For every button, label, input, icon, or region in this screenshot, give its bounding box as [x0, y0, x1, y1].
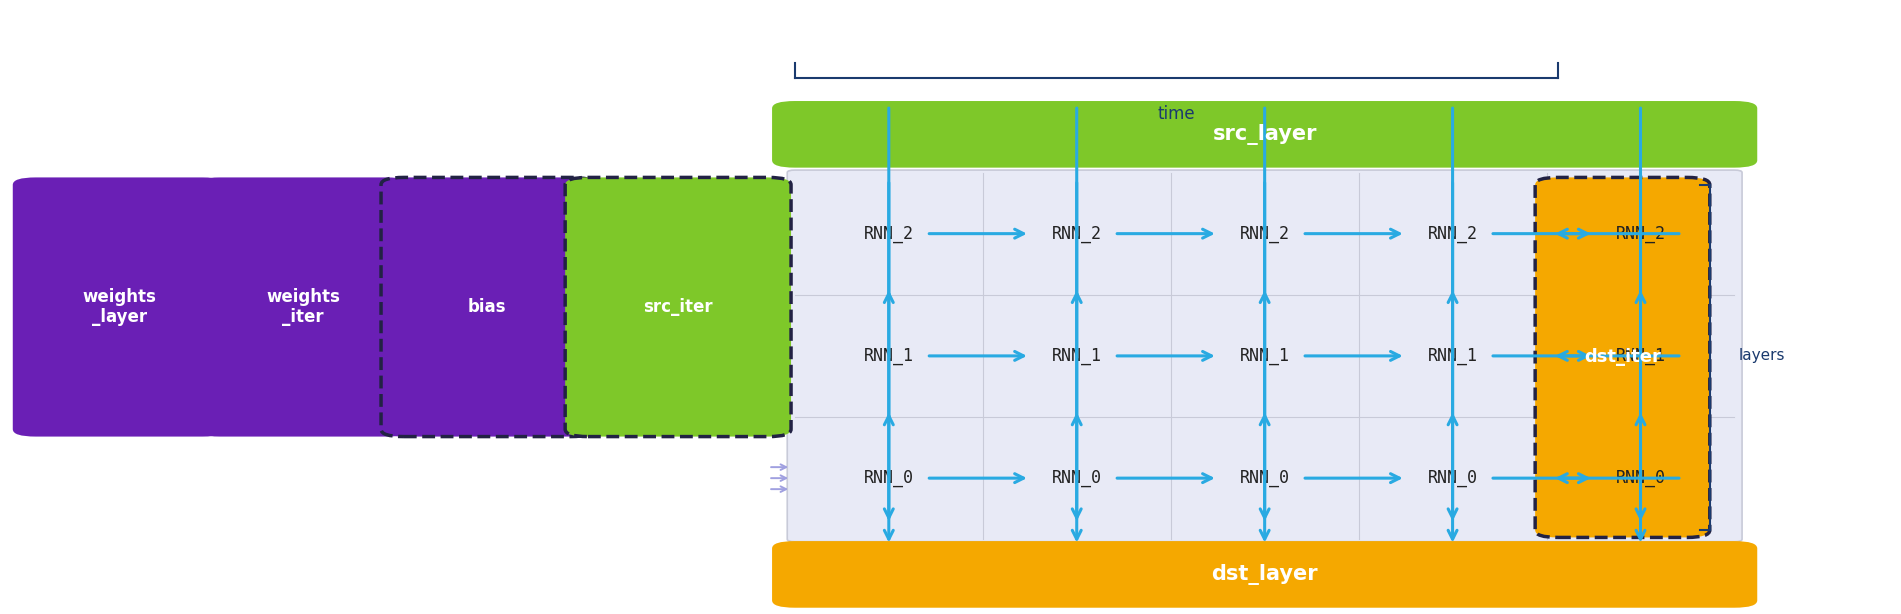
FancyBboxPatch shape [772, 101, 1757, 168]
FancyBboxPatch shape [198, 177, 409, 437]
Text: RNN_2: RNN_2 [863, 225, 914, 243]
Text: RNN_2: RNN_2 [1239, 225, 1289, 243]
Text: src_iter: src_iter [643, 298, 713, 316]
FancyBboxPatch shape [380, 177, 593, 437]
Text: RNN_0: RNN_0 [1239, 469, 1289, 487]
Text: RNN_0: RNN_0 [1428, 469, 1477, 487]
Text: RNN_1: RNN_1 [1239, 347, 1289, 365]
FancyBboxPatch shape [13, 177, 226, 437]
Text: RNN_0: RNN_0 [1616, 469, 1665, 487]
Text: RNN_2: RNN_2 [1428, 225, 1477, 243]
FancyBboxPatch shape [565, 177, 791, 437]
FancyBboxPatch shape [1536, 177, 1709, 537]
FancyBboxPatch shape [772, 541, 1757, 608]
Text: weights
_iter: weights _iter [266, 287, 340, 327]
Text: RNN_0: RNN_0 [1051, 469, 1103, 487]
Text: RNN_2: RNN_2 [1616, 225, 1665, 243]
Text: RNN_1: RNN_1 [863, 347, 914, 365]
Text: bias: bias [468, 298, 506, 316]
Text: time: time [1158, 105, 1196, 123]
Text: RNN_0: RNN_0 [863, 469, 914, 487]
Text: src_layer: src_layer [1213, 124, 1317, 145]
FancyBboxPatch shape [787, 170, 1741, 542]
Text: RNN_1: RNN_1 [1428, 347, 1477, 365]
Text: layers: layers [1738, 348, 1785, 363]
Text: dst_layer: dst_layer [1211, 564, 1317, 585]
Text: weights
_layer: weights _layer [82, 287, 156, 327]
Text: RNN_1: RNN_1 [1051, 347, 1103, 365]
Text: RNN_2: RNN_2 [1051, 225, 1103, 243]
Text: dst_iter: dst_iter [1584, 348, 1661, 367]
Text: RNN_1: RNN_1 [1616, 347, 1665, 365]
